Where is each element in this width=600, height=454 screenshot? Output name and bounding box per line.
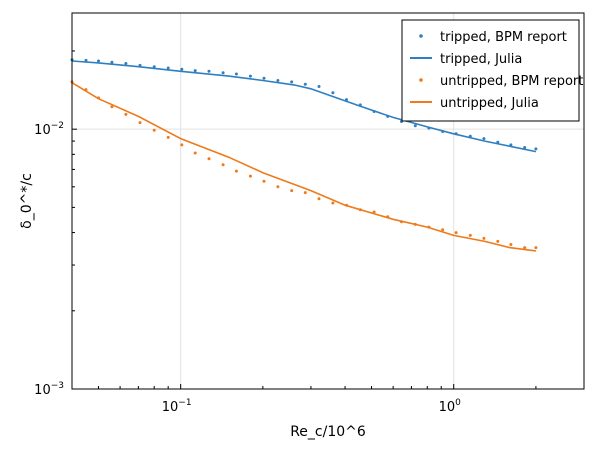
series-0: [70, 58, 538, 151]
data-point: [523, 146, 527, 149]
data-point: [110, 105, 114, 109]
data-point: [276, 185, 280, 189]
data-point: [124, 62, 128, 65]
data-point: [534, 246, 538, 250]
data-point: [317, 197, 321, 201]
plot-frame: [71, 12, 585, 390]
legend-item: untripped, Julia: [410, 96, 539, 111]
data-point: [413, 124, 417, 128]
legend-label: tripped, Julia: [440, 52, 522, 67]
data-point: [152, 65, 156, 69]
x-axis-label: Re_c/10^6: [290, 424, 366, 440]
legend-marker-swatch: [419, 34, 423, 38]
legend-label: untripped, BPM report: [440, 74, 583, 89]
data-point: [303, 191, 307, 195]
data-point: [166, 66, 170, 70]
data-point: [441, 228, 445, 232]
data-point: [193, 69, 197, 73]
data-point: [248, 74, 252, 78]
legend-label: untripped, Julia: [440, 96, 539, 111]
legend-label: tripped, BPM report: [440, 30, 567, 45]
data-point: [290, 189, 294, 193]
data-point: [248, 174, 252, 178]
data-point: [193, 151, 197, 155]
data-point: [523, 246, 527, 250]
data-point: [331, 201, 335, 205]
data-point: [331, 91, 335, 95]
data-point: [534, 147, 538, 151]
series-2: [70, 80, 538, 250]
data-point: [262, 179, 266, 183]
data-point: [180, 67, 184, 71]
legend-item: untripped, BPM report: [419, 74, 583, 89]
legend: tripped, BPM report tripped, Julia untripp…: [401, 19, 583, 122]
legend-item: tripped, Julia: [410, 52, 522, 67]
data-point: [317, 85, 321, 88]
series-layer: [70, 58, 538, 252]
data-point: [207, 69, 211, 73]
data-point: [303, 82, 307, 86]
data-point: [180, 143, 184, 147]
data-point: [468, 233, 472, 237]
y-axis-label: δ_0^*/c: [19, 173, 35, 229]
data-point: [482, 137, 486, 141]
legend-marker-swatch: [419, 78, 423, 82]
data-point: [110, 60, 114, 64]
data-point: [290, 80, 294, 84]
data-point: [221, 163, 225, 167]
data-point: [166, 135, 170, 139]
data-point: [124, 112, 128, 116]
data-point: [152, 128, 156, 132]
series-line: [71, 82, 536, 252]
legend-item: tripped, BPM report: [419, 30, 567, 45]
series-3: [71, 82, 536, 252]
data-point: [97, 59, 100, 63]
data-point: [454, 231, 458, 235]
legend-box: [401, 19, 580, 122]
data-point: [496, 239, 500, 243]
data-point: [207, 157, 211, 161]
series-line: [71, 60, 537, 153]
data-point: [276, 79, 280, 82]
data-point: [482, 236, 486, 240]
data-point: [138, 121, 142, 125]
series-1: [71, 60, 537, 153]
data-point: [221, 71, 225, 75]
data-point: [262, 76, 266, 80]
data-point: [234, 72, 238, 76]
data-point: [234, 169, 238, 173]
data-point: [509, 243, 513, 246]
